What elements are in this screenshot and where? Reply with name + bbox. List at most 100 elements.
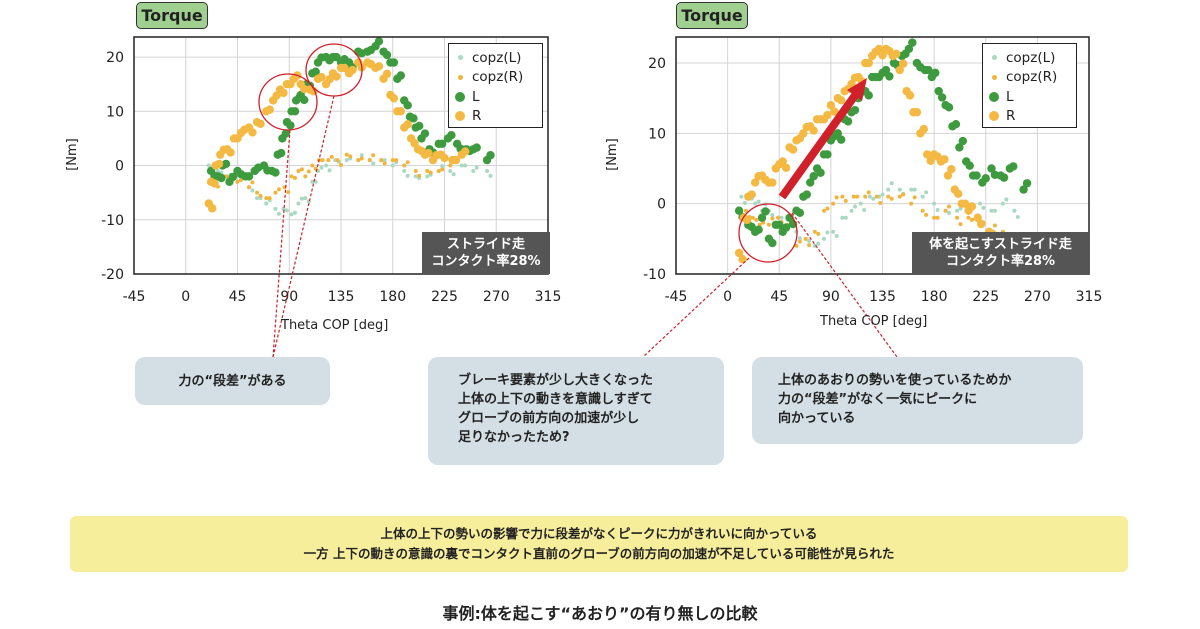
highlight-circle (738, 203, 798, 263)
note-text: 力の“段差”がある (178, 373, 287, 389)
data-point (258, 193, 263, 198)
data-point (264, 196, 269, 201)
data-point (277, 148, 286, 158)
connector-line (272, 129, 291, 358)
data-point (320, 158, 325, 163)
torque-badge-right: Torque (676, 2, 748, 29)
data-point (474, 165, 479, 170)
summary-line: 上体の上下の勢いの影響で力に段差がなくピークに力がきれいに向かっている (380, 526, 818, 541)
legend-label: copz(L) (472, 49, 522, 66)
data-point (389, 58, 399, 67)
x-axis-label-right: Theta COP [deg] (820, 314, 928, 329)
data-point (289, 212, 294, 217)
trend-arrow-shaft (778, 91, 860, 200)
data-point (390, 163, 395, 168)
data-point (403, 120, 412, 129)
data-point (770, 216, 775, 221)
data-point (955, 215, 960, 220)
legend-item-r: R (989, 107, 1076, 127)
tag-line: コンタクト率28% (945, 254, 1056, 269)
y-tick-label: 0 (115, 159, 124, 175)
data-point (440, 153, 449, 163)
data-point (967, 202, 977, 211)
data-point (306, 169, 311, 174)
y-tick-label: 10 (106, 104, 124, 120)
data-point (912, 195, 917, 200)
data-point (1004, 197, 1009, 202)
small-dot-icon (458, 74, 463, 80)
data-point (440, 164, 445, 169)
data-point (425, 168, 430, 173)
y-tick-label: -20 (101, 267, 124, 283)
data-point (770, 212, 775, 217)
data-point (912, 108, 922, 117)
data-point (802, 190, 811, 199)
y-tick-label: 0 (657, 197, 666, 213)
data-point (332, 72, 341, 81)
data-point (319, 165, 324, 170)
data-point (816, 231, 821, 236)
data-point (931, 68, 940, 78)
data-point (940, 155, 949, 164)
figure-caption: 事例:体を起こす“あおり”の有り無しの比較 (442, 604, 758, 623)
data-point (863, 194, 868, 199)
data-point (756, 199, 761, 204)
data-point (382, 50, 392, 60)
data-point (485, 168, 490, 173)
x-tick-label: 90 (280, 289, 298, 305)
data-point (413, 174, 418, 179)
data-point (809, 126, 818, 135)
data-point (324, 163, 329, 168)
data-point (825, 206, 830, 211)
y-tick-label: -10 (101, 213, 124, 229)
data-point (356, 158, 361, 163)
note-line: 上体の上下の動きを意識しすぎて (458, 392, 653, 407)
large-dot-icon (455, 91, 465, 102)
data-point (420, 129, 430, 138)
data-point (954, 189, 963, 199)
note-line: グローブの前方向の加速が少し (458, 411, 640, 426)
x-tick-label: 135 (328, 289, 355, 305)
data-point (286, 121, 295, 130)
data-point (425, 174, 430, 179)
data-point (992, 208, 997, 213)
data-point (344, 158, 349, 163)
legend-right: copz(L) copz(R) L R (982, 43, 1077, 128)
data-point (214, 159, 224, 169)
data-point (394, 158, 399, 163)
data-point (310, 179, 315, 184)
note-line: 向かっている (778, 411, 856, 426)
x-tick-label: 90 (822, 289, 840, 305)
data-point (833, 129, 842, 138)
data-point (256, 119, 265, 128)
y-tick-label: 10 (648, 126, 666, 142)
data-point (973, 213, 982, 222)
note-line: 上体のあおりの勢いを使っているためか (778, 373, 1012, 388)
data-point (934, 86, 943, 96)
data-point (396, 107, 405, 116)
data-point (843, 198, 848, 203)
data-point (303, 196, 308, 201)
large-dot-icon (989, 91, 999, 102)
data-point (794, 243, 799, 248)
data-point (402, 168, 407, 173)
data-point (255, 190, 260, 195)
condition-tag-right: 体を起こすストライド走 コンタクト率28% (912, 232, 1089, 274)
data-point (1012, 208, 1017, 213)
legend-left: copz(L) copz(R) L R (448, 43, 543, 128)
large-dot-icon (455, 111, 465, 122)
data-point (803, 236, 808, 241)
x-tick-label: -45 (665, 289, 688, 305)
data-point (244, 172, 254, 181)
data-point (823, 110, 832, 120)
data-point (919, 124, 928, 134)
data-point (981, 205, 986, 210)
data-point (210, 179, 219, 188)
data-point (250, 188, 255, 193)
data-point (289, 174, 294, 179)
plot-border (675, 36, 1090, 275)
data-point (348, 65, 357, 75)
data-point (937, 93, 947, 102)
data-point (276, 187, 281, 192)
legend-item-r: R (455, 107, 542, 127)
